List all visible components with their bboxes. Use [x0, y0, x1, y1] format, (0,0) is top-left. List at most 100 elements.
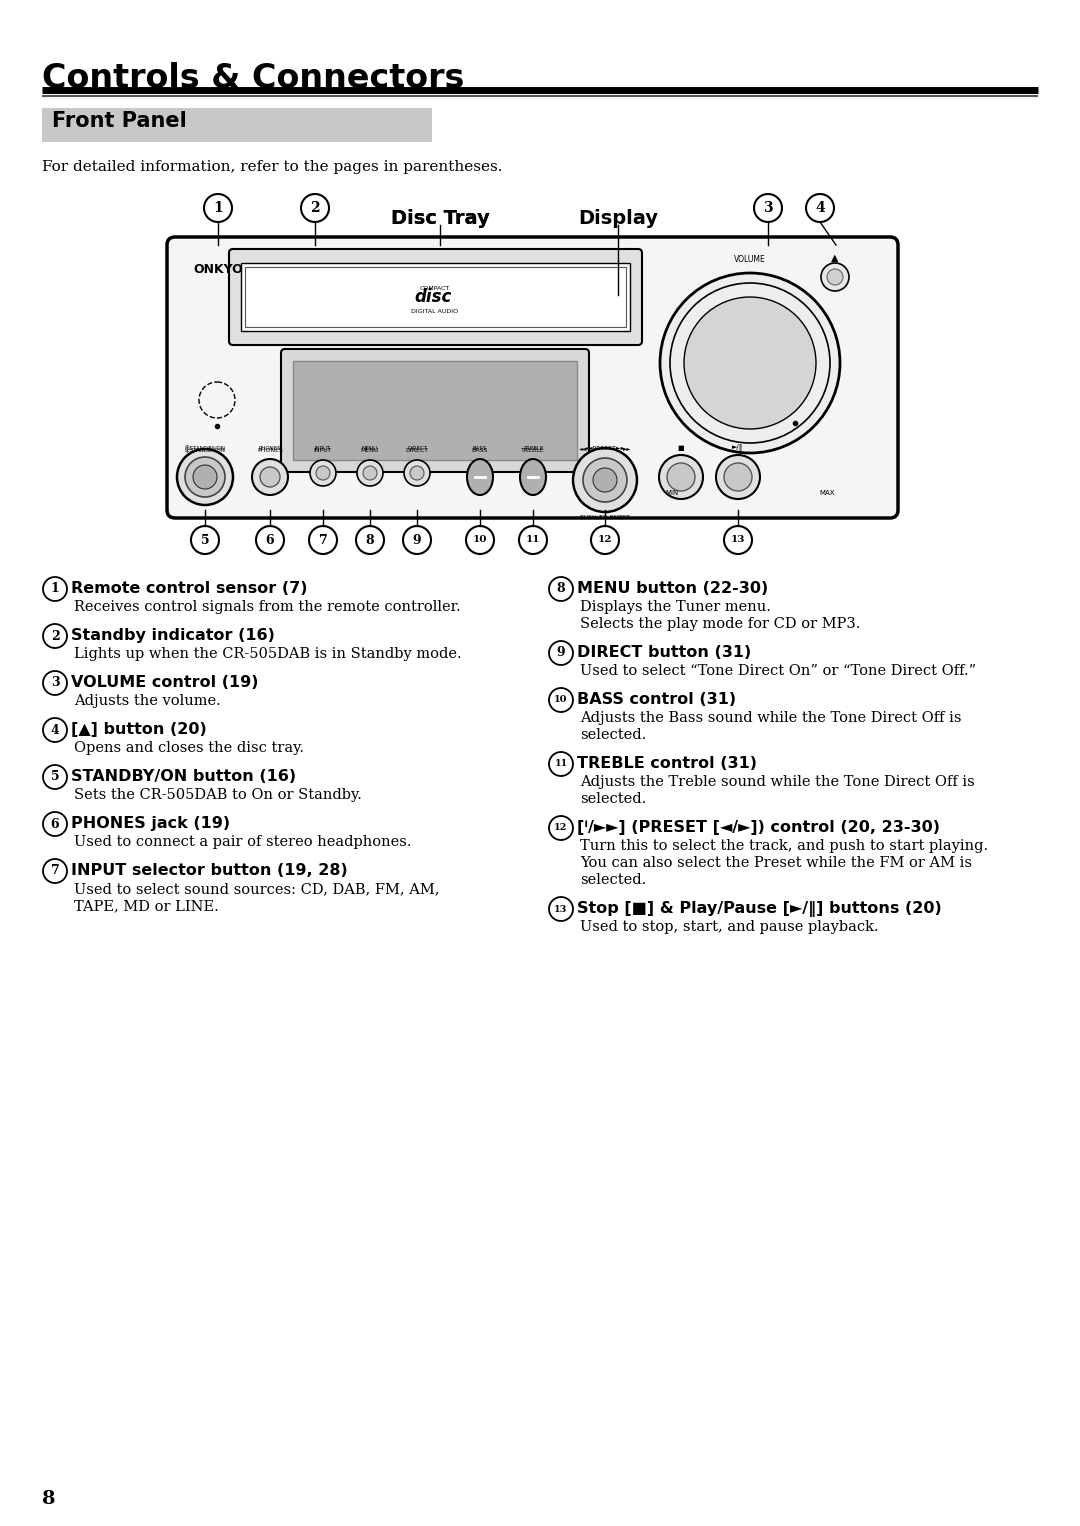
Text: 7: 7	[51, 865, 59, 877]
Circle shape	[185, 456, 225, 497]
Circle shape	[252, 459, 288, 494]
Text: Opens and closes the disc tray.: Opens and closes the disc tray.	[75, 742, 303, 755]
Text: 10: 10	[554, 696, 568, 705]
Circle shape	[260, 467, 280, 487]
Text: ◄◄PRESET►►: ◄◄PRESET►►	[584, 446, 626, 452]
Circle shape	[193, 465, 217, 488]
Text: Lights up when the CR-505DAB is in Standby mode.: Lights up when the CR-505DAB is in Stand…	[75, 647, 461, 661]
Text: PHONES jack (19): PHONES jack (19)	[71, 816, 230, 832]
Text: disc: disc	[415, 288, 451, 307]
Text: Adjusts the Treble sound while the Tone Direct Off is: Adjusts the Treble sound while the Tone …	[580, 775, 975, 789]
Text: Turn this to select the track, and push to start playing.: Turn this to select the track, and push …	[580, 839, 988, 853]
Text: MENU button (22-30): MENU button (22-30)	[577, 581, 768, 597]
Text: Disc Tray: Disc Tray	[391, 209, 489, 227]
Circle shape	[593, 468, 617, 491]
Text: Sets the CR-505DAB to On or Standby.: Sets the CR-505DAB to On or Standby.	[75, 787, 362, 803]
Circle shape	[256, 526, 284, 554]
Circle shape	[821, 262, 849, 291]
Text: Remote control sensor (7): Remote control sensor (7)	[71, 581, 308, 597]
Circle shape	[549, 897, 573, 922]
Text: TAPE, MD or LINE.: TAPE, MD or LINE.	[75, 899, 219, 913]
Circle shape	[356, 526, 384, 554]
Text: TREBLE: TREBLE	[523, 446, 543, 452]
Circle shape	[549, 816, 573, 839]
Text: 7: 7	[319, 534, 327, 546]
Text: INPUT: INPUT	[315, 446, 332, 452]
Circle shape	[549, 641, 573, 665]
Text: BASS control (31): BASS control (31)	[577, 691, 737, 707]
Circle shape	[465, 526, 494, 554]
Text: Used to select sound sources: CD, DAB, FM, AM,: Used to select sound sources: CD, DAB, F…	[75, 882, 440, 896]
Circle shape	[43, 859, 67, 884]
Text: ■: ■	[677, 446, 685, 452]
Text: 2: 2	[310, 201, 320, 215]
Circle shape	[549, 577, 573, 601]
Circle shape	[43, 671, 67, 694]
FancyBboxPatch shape	[167, 237, 897, 517]
Text: selected.: selected.	[580, 873, 646, 887]
Circle shape	[316, 465, 330, 481]
Circle shape	[43, 577, 67, 601]
Circle shape	[191, 526, 219, 554]
Text: 5: 5	[201, 534, 210, 546]
Text: ➀STANDBY/ON: ➀STANDBY/ON	[185, 447, 225, 453]
Text: 9: 9	[413, 534, 421, 546]
Circle shape	[827, 269, 843, 285]
FancyBboxPatch shape	[281, 349, 589, 472]
Text: [ᑊ/►►] (PRESET [◄/►]) control (20, 23-30): [ᑊ/►►] (PRESET [◄/►]) control (20, 23-30…	[577, 819, 940, 835]
Circle shape	[724, 526, 752, 554]
Text: ▲: ▲	[832, 253, 839, 262]
Text: 12: 12	[597, 536, 612, 545]
Circle shape	[583, 458, 627, 502]
Text: MAX: MAX	[820, 490, 835, 496]
Text: [▲] button (20): [▲] button (20)	[71, 722, 206, 737]
Text: DIRECT: DIRECT	[407, 446, 427, 452]
Text: BASS: BASS	[472, 449, 488, 453]
Text: STANDBY/ON button (16): STANDBY/ON button (16)	[71, 769, 296, 784]
Text: 11: 11	[554, 760, 568, 769]
Text: Selects the play mode for CD or MP3.: Selects the play mode for CD or MP3.	[580, 617, 861, 630]
Text: DIGITAL AUDIO: DIGITAL AUDIO	[411, 308, 459, 314]
Text: 8: 8	[42, 1489, 55, 1508]
Text: selected.: selected.	[580, 728, 646, 742]
Text: Adjusts the volume.: Adjusts the volume.	[75, 694, 220, 708]
Text: 4: 4	[51, 723, 59, 737]
Text: ◄◄: ◄◄	[579, 446, 588, 452]
Text: PHONES: PHONES	[259, 446, 281, 452]
Ellipse shape	[467, 459, 492, 494]
Text: 3: 3	[51, 676, 59, 690]
Circle shape	[660, 273, 840, 453]
Circle shape	[310, 459, 336, 485]
Text: DIRECT: DIRECT	[405, 449, 429, 453]
Text: 6: 6	[266, 534, 274, 546]
Text: PHONES: PHONES	[257, 449, 283, 453]
Circle shape	[43, 719, 67, 742]
Circle shape	[43, 812, 67, 836]
Text: 11: 11	[526, 536, 540, 545]
Text: Standby indicator (16): Standby indicator (16)	[71, 629, 275, 642]
Text: ►/‖: ►/‖	[732, 444, 744, 452]
Circle shape	[43, 765, 67, 789]
Text: 2: 2	[51, 630, 59, 642]
Text: 3: 3	[764, 201, 773, 215]
FancyBboxPatch shape	[229, 249, 642, 345]
Text: ONKYO: ONKYO	[193, 262, 243, 276]
Text: Controls & Connectors: Controls & Connectors	[42, 63, 464, 95]
Circle shape	[549, 688, 573, 713]
Text: Stop [■] & Play/Pause [►/‖] buttons (20): Stop [■] & Play/Pause [►/‖] buttons (20)	[577, 900, 942, 917]
Text: 5: 5	[51, 771, 59, 783]
Text: 9: 9	[556, 647, 565, 659]
Text: ►►: ►►	[623, 446, 632, 452]
Text: 13: 13	[554, 905, 568, 914]
Circle shape	[309, 526, 337, 554]
Circle shape	[667, 462, 696, 491]
Text: 1: 1	[51, 583, 59, 595]
Text: Disc Tray: Disc Tray	[391, 209, 489, 227]
Circle shape	[43, 624, 67, 649]
Text: MIN: MIN	[665, 490, 678, 496]
Text: INPUT selector button (19, 28): INPUT selector button (19, 28)	[71, 864, 348, 877]
Text: Used to stop, start, and pause playback.: Used to stop, start, and pause playback.	[580, 920, 879, 934]
Circle shape	[684, 298, 816, 429]
Text: PUSH TO ENTER: PUSH TO ENTER	[580, 514, 630, 520]
Text: Used to select “Tone Direct On” or “Tone Direct Off.”: Used to select “Tone Direct On” or “Tone…	[580, 664, 976, 678]
